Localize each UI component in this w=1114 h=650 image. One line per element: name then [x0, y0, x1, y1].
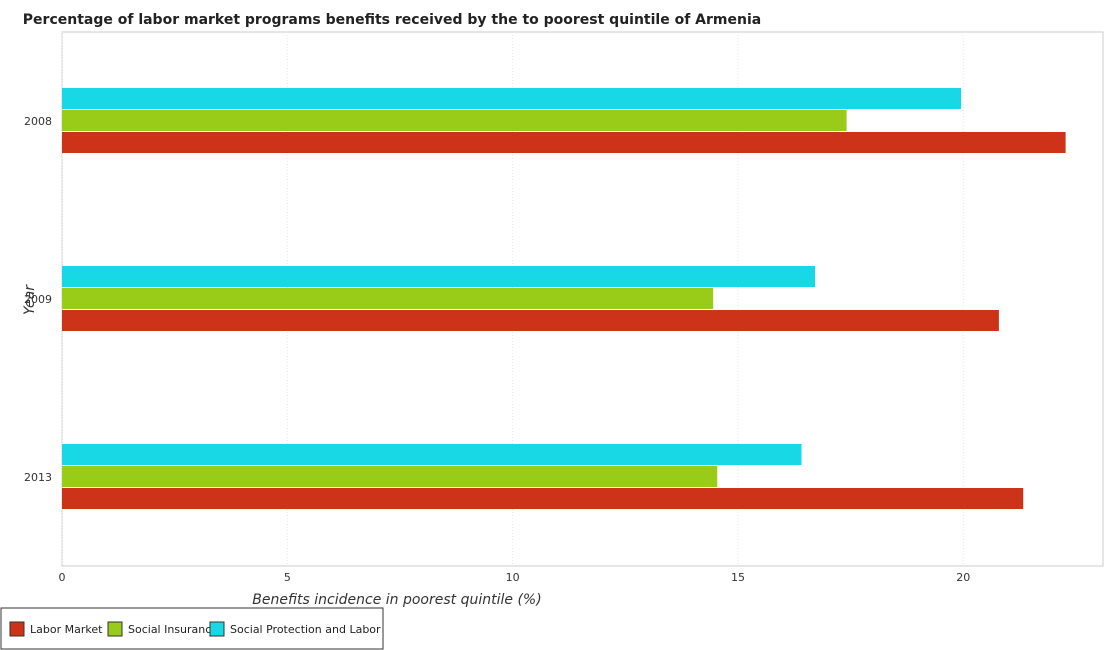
x-tick-label: 20 — [956, 571, 970, 584]
y-axis-label: Year — [22, 284, 38, 315]
x-axis-label: Benefits incidence in poorest quintile (… — [252, 592, 541, 608]
chart-title: Percentage of labor market programs bene… — [23, 12, 761, 28]
legend-label: Social Protection and Labor — [230, 623, 381, 636]
x-tick-label: 10 — [506, 571, 520, 584]
legend-label: Social Insurance — [128, 623, 218, 636]
bar-social-protection-and-labor-2013 — [62, 444, 802, 465]
y-tick-labels: 2008 2009 2013 — [24, 115, 52, 484]
bar-social-insurance-2013 — [62, 466, 718, 487]
bars — [62, 88, 1066, 509]
legend-label: Labor Market — [30, 623, 103, 636]
y-tick-label: 2009 — [24, 293, 52, 306]
y-tick-label: 2013 — [24, 471, 52, 484]
bar-labor-market-2008 — [62, 132, 1066, 153]
x-tick-label: 0 — [59, 571, 66, 584]
bar-social-protection-and-labor-2009 — [62, 266, 816, 287]
bar-social-insurance-2008 — [62, 110, 847, 131]
x-tick-label: 15 — [731, 571, 745, 584]
x-tick-labels: 0 5 10 15 20 — [59, 571, 971, 584]
bar-social-protection-and-labor-2008 — [62, 88, 962, 109]
bar-labor-market-2013 — [62, 488, 1024, 509]
bar-social-insurance-2009 — [62, 288, 714, 309]
x-tick-label: 5 — [284, 571, 291, 584]
legend-box — [0, 607, 384, 650]
bar-labor-market-2009 — [62, 310, 999, 331]
legend-swatch — [9, 621, 25, 637]
legend: Labor Market Social Insurance Social Prote… — [0, 607, 384, 650]
legend-swatch — [209, 621, 225, 637]
legend-swatch — [107, 621, 123, 637]
y-tick-label: 2008 — [24, 115, 52, 128]
